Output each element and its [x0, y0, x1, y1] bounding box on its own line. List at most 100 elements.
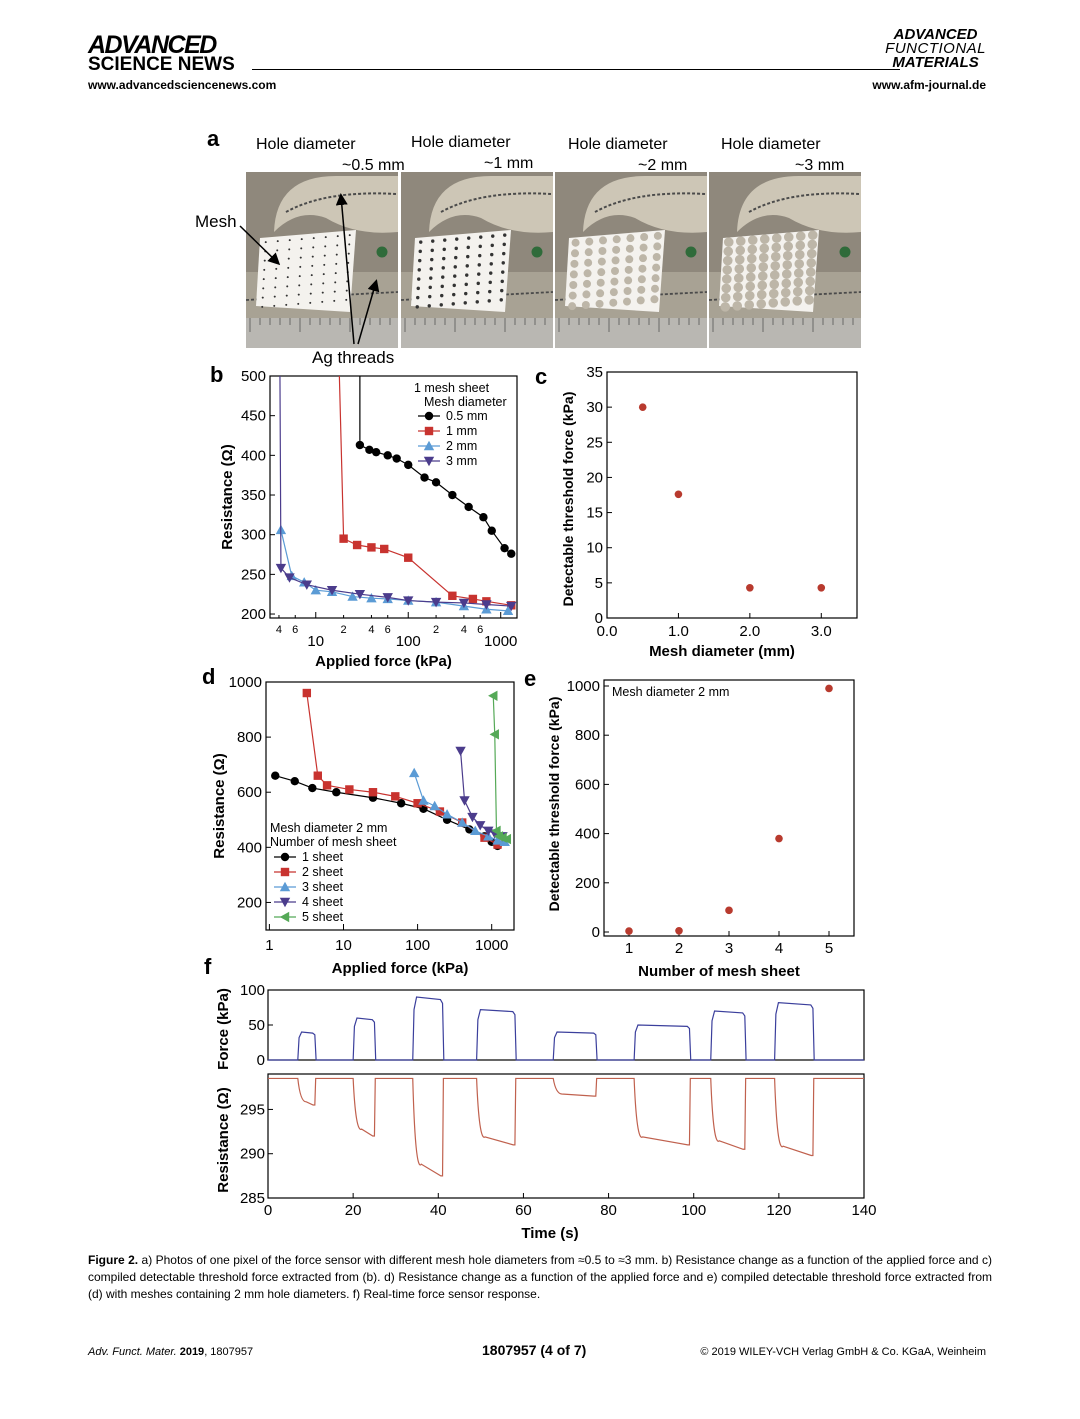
panel-b-letter: b [210, 362, 224, 387]
mesh-photo-3-mesh-hole [807, 239, 818, 250]
chart-b-series-3-point [354, 589, 366, 600]
mesh-photo-3-mesh-hole [759, 234, 770, 244]
mesh-photo-1-mesh-sheet [411, 230, 511, 312]
chart-c-point [674, 490, 683, 499]
mesh-photo-2-mesh-hole [598, 247, 607, 255]
mesh-annotation: Mesh [195, 212, 237, 231]
chart-c-ytick-label: 25 [586, 434, 603, 451]
publisher-logo-line2: SCIENCE NEWS [88, 54, 235, 75]
chart-b-legend-subtitle: Mesh diameter [424, 395, 507, 409]
mesh-photo-1-mesh-hole [478, 244, 482, 249]
mesh-photo-3-mesh-hole [794, 249, 805, 260]
chart-c-xtick-label: 2.0 [739, 623, 760, 640]
chart-b-series-1-point [352, 540, 362, 550]
chart-d-series-0-point [332, 788, 341, 797]
mesh-photo-2-mesh-hole [571, 249, 579, 258]
chart-d-series-0-point [271, 771, 280, 780]
chart-c-point [638, 403, 647, 411]
chart-b-series-0-point [487, 526, 496, 535]
mesh-photo-1-mesh-hole [464, 291, 468, 296]
chart-b-xtick-minor-label: 2 [341, 624, 347, 636]
mesh-photo-3-mesh-hole [757, 280, 768, 291]
chart-d-legend-label: 1 sheet [302, 850, 344, 864]
chart-b-frame [269, 375, 518, 619]
publisher-url[interactable]: www.advancedsciencenews.com [88, 78, 277, 92]
mesh-photo-1-mesh-hole [478, 253, 482, 258]
chart-d-legend-label: 2 sheet [302, 865, 344, 879]
mesh-photo-0-mesh-hole [347, 261, 350, 264]
chart-b-legend-label: 1 mm [446, 424, 477, 438]
mesh-photo-3-mesh-hole [805, 267, 816, 277]
chart-e-ytick-label: 200 [575, 875, 600, 892]
chart-f-bottom-ytick-label: 290 [240, 1146, 265, 1163]
mesh-photo-0-mesh-hole [310, 283, 313, 286]
mesh-photo-0-mesh-hole [324, 236, 327, 239]
mesh-photo-2-ag-thread-top [594, 192, 706, 213]
chart-d-legend-marker [279, 897, 291, 908]
mesh-photo-0-ruler [246, 318, 398, 348]
mesh-photo-1-ag-thread-top [440, 192, 552, 213]
chart-b-ytick-label: 450 [241, 408, 266, 425]
chart-e-ytick-label: 1000 [567, 678, 600, 695]
chart-d: 200 400 600 800 1000 1 10 100 1000 Applied force … [211, 674, 515, 977]
mesh-photo-0-mesh-hole [262, 278, 265, 281]
mesh-photo-0-mesh-hole [336, 235, 339, 238]
chart-f-resistance-line [268, 1077, 864, 1177]
chart-b-series-0-point [392, 454, 401, 463]
mesh-photo-1-mesh-hole [465, 264, 469, 268]
chart-e-frame [603, 679, 855, 937]
chart-d-legend-marker [280, 867, 290, 877]
mesh-photo-0-mesh-hole [273, 295, 276, 298]
mesh-photo-3-mesh-hole [722, 255, 733, 266]
chart-f-xtick-label: 100 [681, 1202, 706, 1219]
mesh-photo-3-mesh-hole [756, 289, 767, 300]
mesh-photo-0-mesh-hole [335, 262, 338, 265]
chart-b-series-0-point [448, 490, 457, 500]
mesh-photo-3-mesh-hole [781, 269, 792, 279]
mesh-photo-0-mesh-hole [288, 239, 291, 242]
chart-d-series-1-point [313, 771, 322, 780]
mesh-photo-1-mesh-hole [439, 303, 443, 307]
mesh-photo-0-mesh-hole [312, 246, 315, 249]
mesh-photo-3mm-drawing [709, 172, 861, 348]
chart-e-point [775, 834, 783, 843]
chart-d-series-3-point [467, 812, 478, 823]
mesh-photo-3-mesh-hole [723, 246, 734, 257]
chart-d-series-1-point [322, 781, 332, 790]
chart-b-xtick-minor-label: 6 [292, 624, 298, 636]
chart-c-point [817, 583, 826, 592]
chart-b-series-3-point [430, 597, 442, 608]
chart-d-legend-marker [280, 852, 290, 862]
chart-d-series-3-point [459, 796, 470, 806]
mesh-photo-2-mesh-hole [650, 295, 659, 304]
journal-url[interactable]: www.afm-journal.de [872, 78, 986, 92]
chart-b-series-1-line [338, 375, 512, 606]
photo-caption-3-size: ~2 mm [638, 157, 688, 174]
mesh-photo-0-mesh-hole [298, 275, 301, 278]
chart-b-ylabel: Resistance (Ω) [219, 444, 236, 549]
chart-b-series-3-point [382, 593, 393, 603]
chart-d-series-4-point [501, 833, 512, 845]
mesh-photo-2-mesh-hole [653, 231, 662, 240]
figure-caption-text: a) Photos of one pixel of the force sens… [88, 1253, 992, 1301]
chart-e-xtick-label: 1 [625, 940, 633, 957]
panel-e-letter: e [524, 666, 537, 691]
chart-b-xtick-label: 1000 [484, 633, 517, 650]
mesh-photo-3-mesh-hole [733, 273, 744, 283]
mesh-photo-0-mesh-hole [311, 264, 314, 267]
mesh-photo-3-mesh-hole [758, 252, 769, 263]
chart-f-xtick-label: 20 [345, 1202, 362, 1219]
mesh-photo-3-mesh-hole [795, 240, 806, 251]
chart-d-series-4-point [488, 690, 498, 701]
mesh-photo-3-mesh-hole [806, 258, 817, 268]
chart-d-frame [265, 681, 515, 931]
mesh-photo-2-mesh-hole [651, 284, 659, 293]
chart-b-legend-label: 2 mm [446, 439, 477, 453]
chart-d-series-0-point [396, 799, 406, 808]
mesh-photo-3-mesh-hole [794, 259, 805, 269]
mesh-photo-1-mesh-hole [442, 247, 446, 252]
mesh-photo-2-mesh-hole [624, 265, 633, 274]
mesh-photo-2-mesh-hole [585, 237, 594, 246]
footer-citation-year: 2019 [179, 1346, 205, 1358]
mesh-photo-1-mesh-hole [442, 256, 446, 261]
